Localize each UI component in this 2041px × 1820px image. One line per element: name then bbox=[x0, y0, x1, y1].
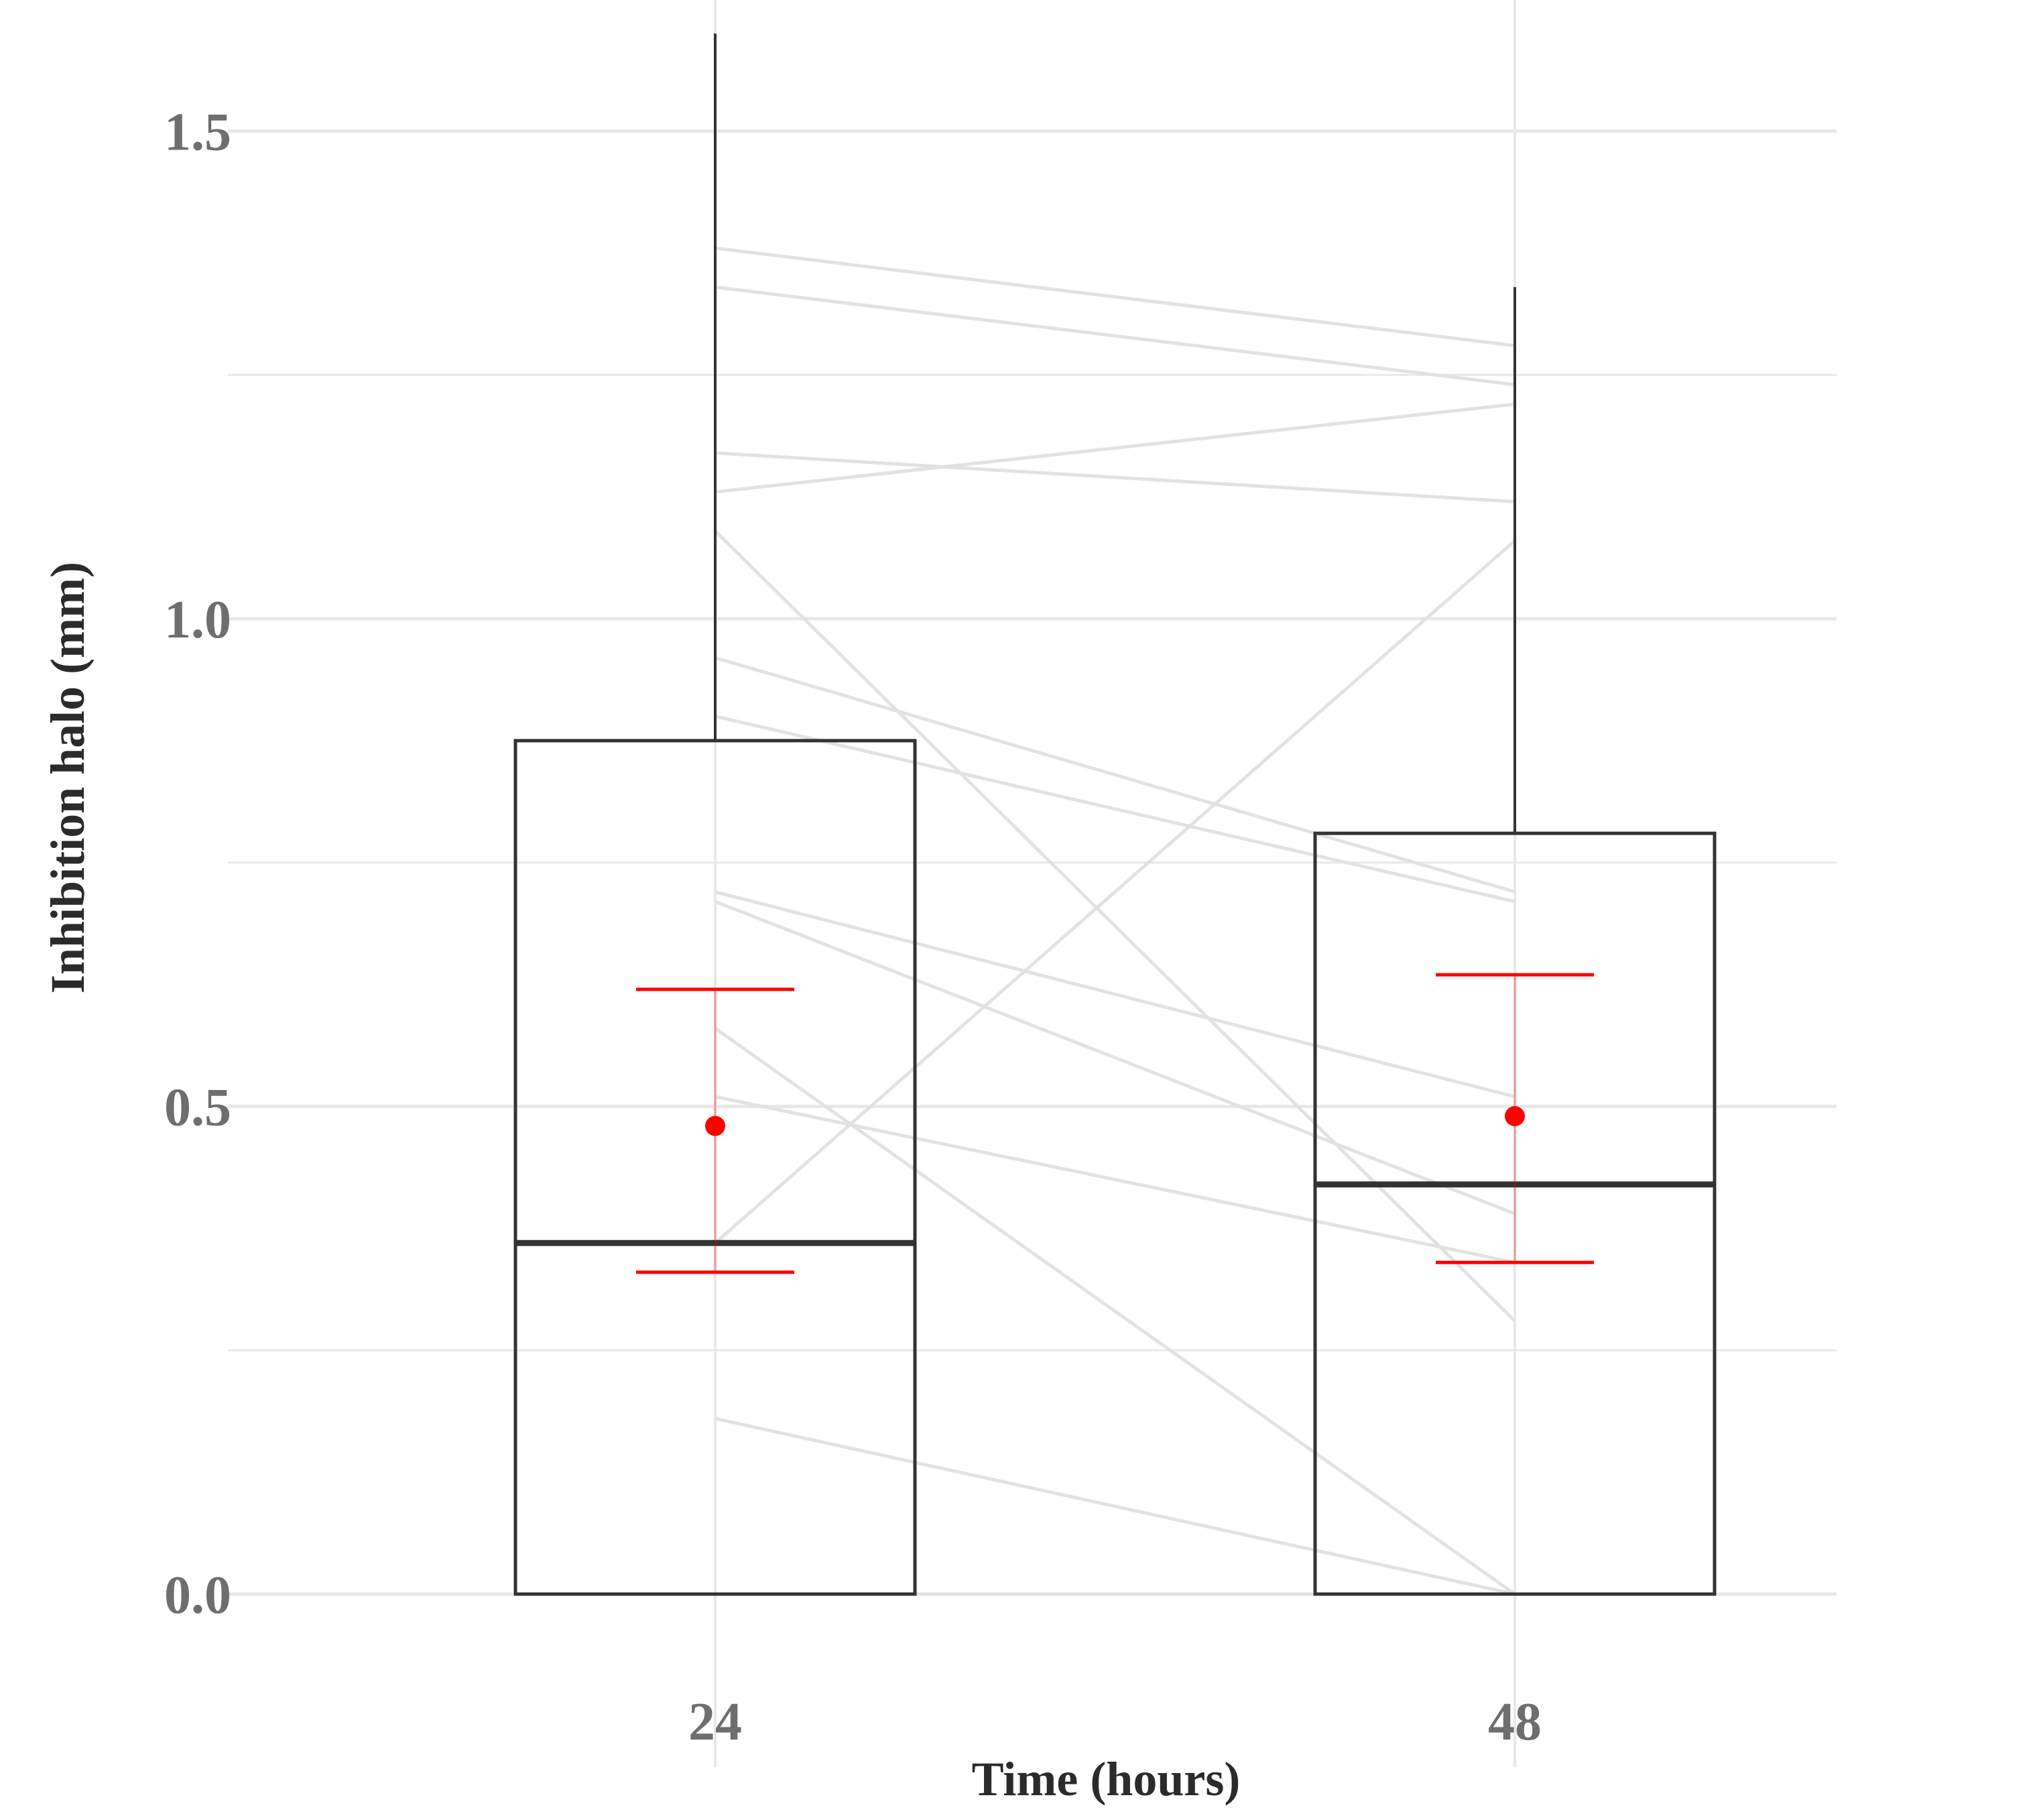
paired-line bbox=[715, 1095, 1516, 1264]
y-tick-label: 0.5 bbox=[164, 1079, 231, 1138]
paired-line bbox=[715, 715, 1516, 904]
paired-line bbox=[715, 285, 1516, 387]
paired-lines bbox=[714, 246, 1516, 1596]
y-tick-label: 1.0 bbox=[164, 591, 231, 650]
mean-ci-markers bbox=[636, 973, 1594, 1274]
boxes bbox=[513, 34, 1717, 1596]
x-tick-label: 48 bbox=[1488, 1693, 1542, 1752]
y-tick-label: 0.0 bbox=[164, 1566, 231, 1625]
paired-line bbox=[714, 1027, 1516, 1596]
mean-point bbox=[1505, 1106, 1525, 1127]
x-tick-label: 24 bbox=[688, 1693, 742, 1752]
paired-line bbox=[715, 1416, 1516, 1596]
y-tick-label: 1.5 bbox=[164, 103, 231, 162]
paired-line bbox=[714, 530, 1516, 1323]
paired-line bbox=[715, 246, 1516, 348]
box-24 bbox=[513, 739, 917, 1596]
y-axis-title: Inhibition halo (mm) bbox=[41, 562, 95, 993]
paired-line bbox=[715, 900, 1516, 1215]
mean-point bbox=[705, 1115, 725, 1136]
paired-line bbox=[715, 656, 1516, 894]
box-48 bbox=[1313, 831, 1717, 1596]
paired-line bbox=[715, 402, 1516, 494]
tick-labels: 0.0 0.5 1.0 1.5 24 48 bbox=[164, 103, 1542, 1752]
paired-line bbox=[715, 451, 1516, 503]
gridlines bbox=[228, 0, 1837, 1768]
paired-line bbox=[714, 539, 1516, 1245]
paired-line bbox=[715, 890, 1516, 1099]
x-axis-title: Time (hours) bbox=[972, 1752, 1241, 1806]
